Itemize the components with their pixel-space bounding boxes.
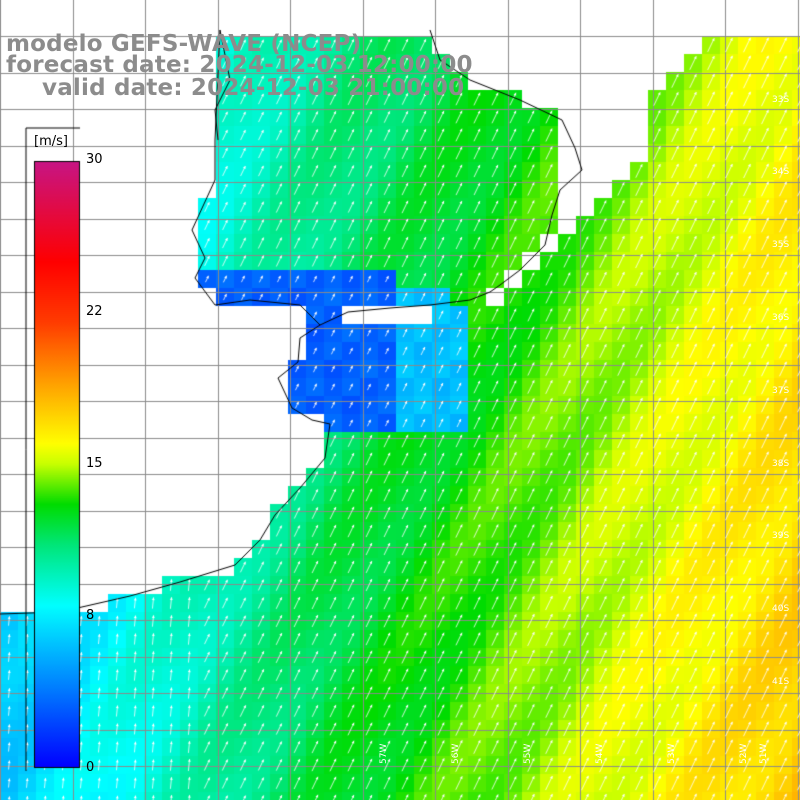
latitude-label: 41S (772, 677, 790, 687)
colorbar-tick-label: 0 (86, 760, 95, 775)
longitude-label: 55W (523, 743, 533, 764)
longitude-label: 56W (451, 743, 461, 764)
model-title: modelo GEFS-WAVE (NCEP) (6, 31, 362, 57)
longitude-label: 51W (759, 743, 769, 764)
colorbar-tick-label: 15 (86, 456, 103, 471)
colorbar-tick-label: 8 (86, 608, 95, 623)
longitude-label: 52W (739, 743, 749, 764)
longitude-label: 54W (595, 743, 605, 764)
colorbar-tick-label: 30 (86, 152, 103, 167)
latitude-label: 33S (772, 95, 790, 105)
forecast-date-label: forecast date: 2024-12-03 12:00:00 (6, 52, 473, 78)
latitude-label: 40S (772, 604, 790, 614)
colorbar-tick-label: 22 (86, 304, 103, 319)
colorbar-unit-label: [m/s] (34, 134, 68, 149)
latitude-label: 37S (772, 386, 790, 396)
longitude-label: 57W (379, 743, 389, 764)
latitude-label: 34S (772, 167, 790, 177)
latitude-label: 39S (772, 531, 790, 541)
valid-date-label: valid date: 2024-12-03 21:00:00 (42, 75, 465, 101)
longitude-label: 53W (667, 743, 677, 764)
latitude-label: 36S (772, 313, 790, 323)
latitude-label: 35S (772, 240, 790, 250)
latitude-label: 38S (772, 459, 790, 469)
